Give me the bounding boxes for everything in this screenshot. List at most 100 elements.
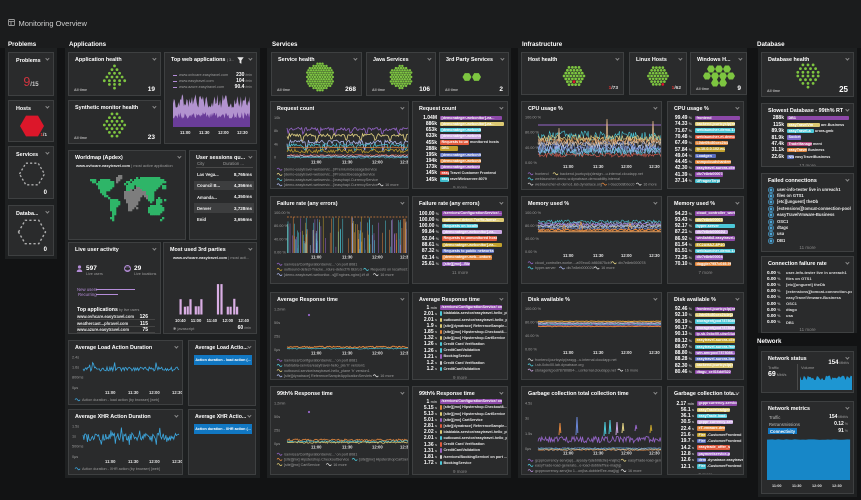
svg-text:12:00: 12:00 [372, 351, 383, 356]
svg-text:div7e8eb00002U: div7e8eb00002U [566, 266, 594, 270]
svg-text:0μs: 0μs [274, 442, 280, 446]
svg-text:[demo-easytravel-webservic...]: [demo-easytravel-webservic...]/PremiumGe… [284, 168, 377, 172]
svg-text:storagent(pod78780864-...u.int: storagent(pod78780864-...u.internal.clou… [535, 368, 616, 372]
svg-text:12:00: 12:00 [621, 253, 632, 258]
svg-text:80.00 %: 80.00 % [525, 224, 540, 228]
svg-text:80.00 %: 80.00 % [525, 320, 540, 324]
svg-text:[demo-easytravel-webservic...]: [demo-easytravel-webservic...]/ProductGe… [284, 173, 375, 177]
svg-text:[site][jmx] CartService: [site][jmx] CartService [284, 463, 320, 467]
svg-text:weblauncher-demo-w.dynatrace-d: weblauncher-demo-w.dynatrace-demoability… [535, 177, 620, 181]
svg-text:11:00: 11:00 [311, 160, 322, 165]
svg-text:16 more: 16 more [601, 266, 615, 270]
svg-text:div7e8eb000078: div7e8eb000078 [618, 261, 645, 265]
svg-text:12:30: 12:30 [649, 350, 660, 355]
svg-text:12:00: 12:00 [372, 445, 383, 450]
svg-text:11:30: 11:30 [593, 451, 604, 456]
svg-text:100.00 %: 100.00 % [525, 211, 542, 215]
svg-text:12:30: 12:30 [172, 390, 183, 395]
svg-text:blablabla-service/easytravel-h: blablabla-service/easytravel-hello_pla '… [284, 364, 365, 368]
svg-text:[demo-easytravel-webservic...]: [demo-easytravel-webservic...]/easyhapi.… [284, 178, 378, 182]
svg-text:frontend.jourtcyclp(easyg...u.: frontend.jourtcyclp(easyg...u.internal.c… [535, 358, 617, 362]
svg-text:8k: 8k [274, 129, 278, 133]
svg-text:frontend: frontend [535, 172, 549, 176]
svg-text:40.00 %: 40.00 % [274, 237, 289, 241]
svg-text:0.00 %: 0.00 % [525, 161, 537, 165]
svg-text:11:30: 11:30 [342, 255, 353, 260]
svg-text:Action duration - load action: Action duration - load action (by browse… [82, 398, 159, 402]
svg-text:50s: 50s [274, 321, 280, 325]
svg-text:0μs: 0μs [274, 348, 280, 352]
svg-text:40.00 %: 40.00 % [525, 146, 540, 150]
svg-text:100.00 %: 100.00 % [274, 211, 291, 215]
svg-text:12:30: 12:30 [649, 164, 660, 169]
svg-text:1.2min: 1.2min [274, 401, 285, 405]
svg-text:80.00 %: 80.00 % [525, 131, 540, 135]
svg-text:0μs: 0μs [525, 447, 531, 451]
svg-text:gcpprcurrency-serv(bo 1...on(b: gcpprcurrency-serv(bo 1...on(ba-dobblefT… [535, 469, 619, 473]
svg-text:12:30: 12:30 [400, 160, 409, 165]
svg-text:1.5s: 1.5s [72, 424, 79, 428]
svg-text:11:30: 11:30 [128, 390, 139, 395]
svg-text:12:30: 12:30 [400, 445, 409, 450]
svg-text:1s: 1s [72, 435, 76, 439]
svg-text:/services/ConfigurationServic.: /services/ConfigurationServic...' on por… [284, 359, 357, 363]
svg-text:12:00: 12:00 [372, 255, 383, 260]
svg-text:/services/ConfigurationServic.: /services/ConfigurationServic...' on por… [284, 263, 357, 267]
svg-text:11:30: 11:30 [342, 160, 353, 165]
svg-text:16 more: 16 more [385, 183, 399, 187]
svg-text:11:00: 11:00 [563, 164, 574, 169]
svg-text:12:00: 12:00 [372, 160, 383, 165]
svg-text:11:00: 11:00 [311, 255, 322, 260]
svg-text:12:00: 12:00 [149, 459, 160, 464]
svg-text:11:00: 11:00 [563, 253, 574, 258]
svg-text:11:00: 11:00 [105, 390, 116, 395]
svg-text:/services/ConfigurationServic.: /services/ConfigurationServic...' on por… [284, 453, 357, 457]
svg-text:0μs: 0μs [72, 386, 78, 390]
svg-text:easyTrade-load-generato...e-lo: easyTrade-load-generato...e-load-dobblef… [535, 464, 621, 468]
svg-text:100.00 %: 100.00 % [525, 115, 542, 119]
svg-text:11:00: 11:00 [563, 350, 574, 355]
svg-text:12:00: 12:00 [621, 350, 632, 355]
svg-text:1.2min: 1.2min [274, 307, 285, 311]
svg-text:25s: 25s [274, 429, 280, 433]
svg-text:11:30: 11:30 [593, 253, 604, 258]
svg-text:16 more: 16 more [643, 182, 657, 186]
svg-text:[demo-easytravel-webonitor...s: [demo-easytravel-webonitor...s][Engines-… [284, 273, 370, 277]
svg-text:50s: 50s [274, 415, 280, 419]
svg-text:40.00 %: 40.00 % [525, 237, 540, 241]
svg-text:12:30: 12:30 [400, 351, 409, 356]
svg-text:100.00 %: 100.00 % [525, 307, 542, 311]
svg-text:easyTrade-load-generator: easyTrade-load-generator [628, 459, 662, 463]
svg-text:12:30: 12:30 [400, 255, 409, 260]
svg-text:12:00: 12:00 [621, 451, 632, 456]
svg-text:gcpprcurrency-serv(ap)...a(eas: gcpprcurrency-serv(ap)...a(easy-t)deb08c… [535, 459, 620, 463]
svg-text:12:00: 12:00 [621, 164, 632, 169]
svg-text:11:30: 11:30 [342, 351, 353, 356]
svg-text:25s: 25s [274, 335, 280, 339]
svg-text:[demo-easytravel-webservic...]: [demo-easytravel-webservic...]/easyhapi.… [284, 183, 378, 187]
svg-text:0: 0 [274, 156, 276, 160]
svg-text:16 more: 16 more [625, 368, 639, 372]
svg-text:11:30: 11:30 [593, 164, 604, 169]
svg-text:11:30: 11:30 [593, 350, 604, 355]
svg-text:weblauncher-et-demo1.lab.dynat: weblauncher-et-demo1.lab.dynatrace.org [535, 182, 602, 186]
svg-text:0μs: 0μs [72, 455, 78, 459]
svg-text:1.6s: 1.6s [72, 366, 79, 370]
svg-text:10k: 10k [274, 116, 280, 120]
svg-text:4k: 4k [274, 142, 278, 146]
svg-text:3s: 3s [525, 417, 529, 421]
svg-text:11:30: 11:30 [342, 445, 353, 450]
svg-text:12:30: 12:30 [172, 459, 183, 464]
svg-text:[site][jmx] Hipstershop.Checko: [site][jmx] Hipstershop.CheckoutService [284, 458, 349, 462]
svg-text:i-0acc0d8bbcc0: i-0acc0d8bbcc0 [609, 182, 635, 186]
svg-text:11:00: 11:00 [311, 445, 322, 450]
svg-text:11:00: 11:00 [105, 459, 116, 464]
svg-text:[site][jmx] HipstershopCartSer: [site][jmx] HipstershopCartService [359, 458, 409, 462]
svg-text:backend.jourtcyclp(design...u.: backend.jourtcyclp(design...u.internal.c… [560, 172, 643, 176]
svg-text:16 more: 16 more [333, 463, 347, 467]
svg-text:1.5s: 1.5s [525, 432, 532, 436]
svg-text:800ms: 800ms [72, 376, 83, 380]
svg-text:11:00: 11:00 [311, 351, 322, 356]
svg-text:hyper-server: hyper-server [535, 266, 556, 270]
svg-text:80.00 %: 80.00 % [274, 224, 289, 228]
